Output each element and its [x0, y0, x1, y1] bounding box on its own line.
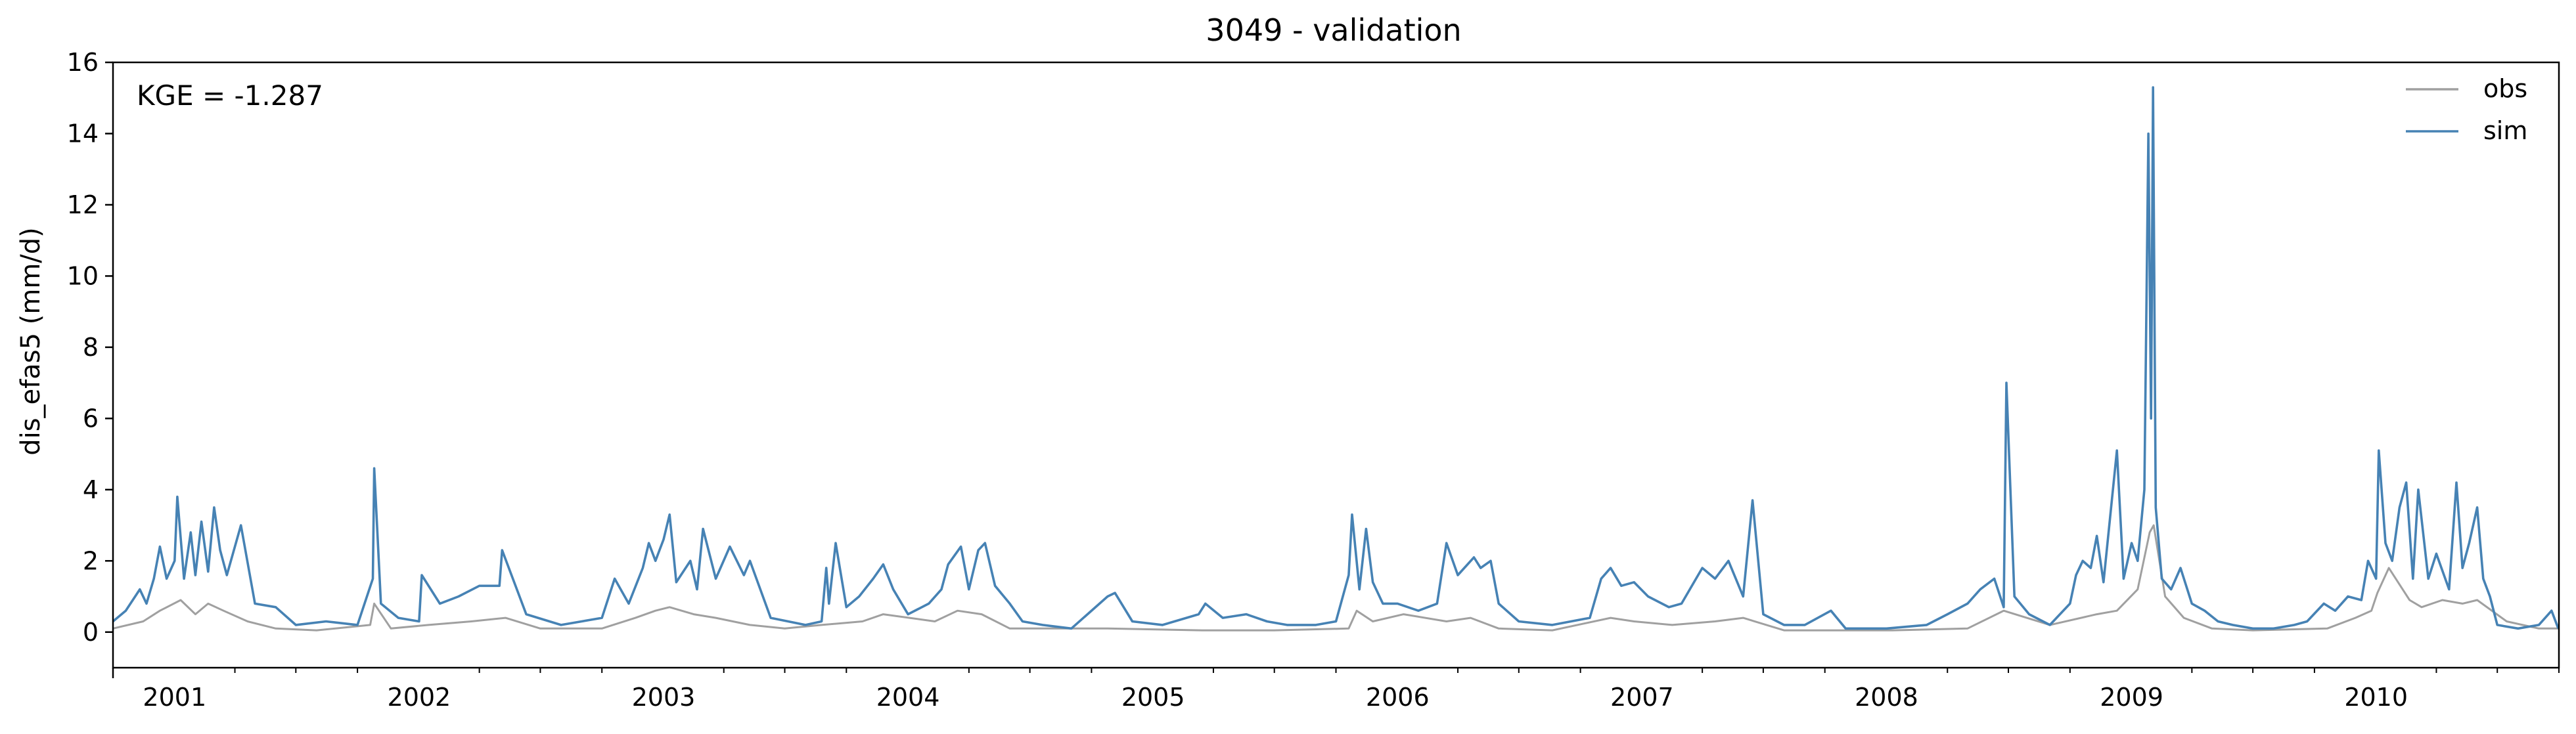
x-tick-label: 2008 — [1855, 683, 1918, 712]
y-tick-label: 0 — [83, 618, 99, 647]
y-tick-label: 12 — [67, 190, 99, 219]
chart-title: 3049 - validation — [1206, 12, 1461, 48]
kge-annotation: KGE = -1.287 — [137, 79, 323, 112]
plot-area — [113, 62, 2559, 668]
plot-frame — [112, 61, 2560, 669]
y-axis: 0 2 4 6 8 10 12 14 16 — [67, 48, 113, 647]
y-tick-label: 16 — [67, 48, 99, 77]
x-tick-label: 2010 — [2344, 683, 2408, 712]
y-tick-label: 14 — [67, 119, 99, 148]
x-axis: 2001 2002 2003 2004 2005 2006 2007 2008 2009 2010 — [112, 668, 2560, 712]
x-tick-label: 2007 — [1610, 683, 1674, 712]
y-tick-label: 10 — [67, 261, 99, 290]
x-tick-label: 2005 — [1121, 683, 1185, 712]
x-tick-label: 2003 — [632, 683, 696, 712]
series-line-obs — [112, 524, 2558, 632]
legend-label-sim: sim — [2483, 116, 2527, 145]
series-line-sim — [112, 86, 2560, 630]
y-tick-label: 8 — [83, 333, 99, 362]
y-tick-label: 2 — [83, 546, 99, 575]
x-tick-label: 2004 — [876, 683, 940, 712]
y-axis-label: dis_efas5 (mm/d) — [16, 227, 46, 456]
y-tick-label: 4 — [83, 475, 99, 504]
legend: obs sim — [2406, 74, 2527, 145]
y-tick-label: 6 — [83, 404, 99, 433]
legend-label-obs: obs — [2483, 74, 2527, 103]
x-tick-label: 2009 — [2100, 683, 2163, 712]
x-tick-label: 2002 — [388, 683, 451, 712]
x-tick-label: 2001 — [143, 683, 206, 712]
x-tick-label: 2006 — [1366, 683, 1430, 712]
series-layer — [112, 86, 2560, 632]
